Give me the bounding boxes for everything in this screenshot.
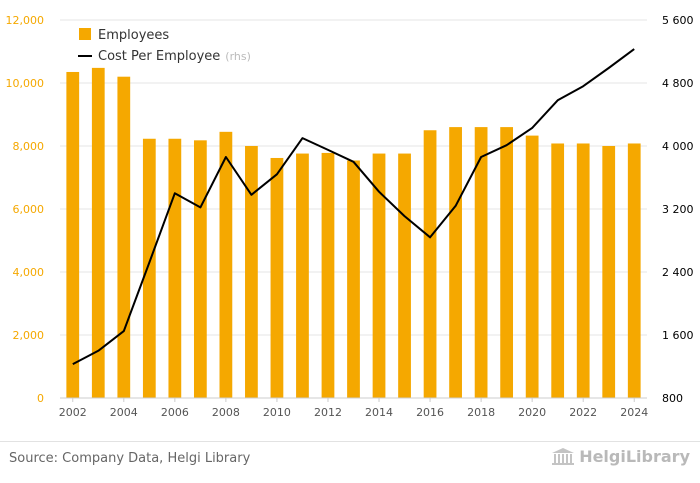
bar-2004 xyxy=(117,76,131,398)
bar-2015 xyxy=(398,153,411,398)
y-left-tick-label: 0 xyxy=(37,392,44,405)
legend-label-cost-suffix: (rhs) xyxy=(225,50,251,63)
footer-divider xyxy=(0,441,700,442)
x-tick-label: 2018 xyxy=(467,406,495,419)
y-right-tick-label: 2 400 xyxy=(662,266,694,279)
line-series xyxy=(72,48,635,365)
bar-2021 xyxy=(551,143,565,398)
bar-2024 xyxy=(627,143,641,398)
bar-2019 xyxy=(500,127,514,398)
y-right-tick-label: 5 600 xyxy=(662,14,694,27)
legend-label-cost: Cost Per Employee (rhs) xyxy=(98,49,251,64)
bar-2009 xyxy=(245,146,258,398)
legend: Employees Cost Per Employee (rhs) xyxy=(78,28,251,64)
x-tick-label: 2020 xyxy=(518,406,546,419)
x-tick-label: 2016 xyxy=(416,406,444,419)
y-left-tick-label: 10,000 xyxy=(6,77,45,90)
y-axis-left: 0 2,000 4,000 6,000 8,000 10,000 12,000 xyxy=(6,14,45,405)
bar-2012 xyxy=(321,152,335,398)
x-tick-label: 2012 xyxy=(314,406,342,419)
bar-2016 xyxy=(423,130,437,398)
bar-2011 xyxy=(296,153,309,398)
y-left-tick-label: 4,000 xyxy=(13,266,45,279)
bar-2023 xyxy=(602,146,616,398)
cost-per-employee-line xyxy=(72,48,635,365)
y-axis-right: 800 1 600 2 400 3 200 4 000 4 800 5 600 xyxy=(662,14,694,405)
x-tick-label: 2008 xyxy=(212,406,240,419)
bar-2013 xyxy=(347,160,360,398)
legend-swatch-employees xyxy=(79,28,91,40)
logo-text: HelgiLibrary xyxy=(579,447,690,466)
x-tick-label: 2006 xyxy=(161,406,189,419)
bar-2022 xyxy=(576,143,590,398)
y-right-tick-label: 4 800 xyxy=(662,77,694,90)
bar-2006 xyxy=(168,138,182,398)
x-tick-label: 2022 xyxy=(569,406,597,419)
x-tick-label: 2004 xyxy=(110,406,138,419)
bars xyxy=(66,67,641,399)
bar-2005 xyxy=(142,138,156,398)
x-tick-label: 2002 xyxy=(59,406,87,419)
bar-2020 xyxy=(525,135,539,399)
bar-2008 xyxy=(219,131,233,398)
x-tick-label: 2014 xyxy=(365,406,393,419)
bar-2014 xyxy=(372,153,386,398)
helgi-library-logo: HelgiLibrary xyxy=(551,447,690,466)
bar-2002 xyxy=(66,71,80,398)
legend-label-employees: Employees xyxy=(98,28,169,43)
y-right-tick-label: 800 xyxy=(662,392,683,405)
y-left-tick-label: 6,000 xyxy=(13,203,45,216)
chart: 0 2,000 4,000 6,000 8,000 10,000 12,000 800 1 6… xyxy=(6,14,694,419)
bar-2018 xyxy=(474,127,488,398)
library-building-icon xyxy=(552,447,575,465)
y-right-tick-label: 1 600 xyxy=(662,329,694,342)
y-right-tick-label: 4 000 xyxy=(662,140,694,153)
x-tick-label: 2024 xyxy=(620,406,648,419)
x-tick-label: 2010 xyxy=(263,406,291,419)
bar-2017 xyxy=(449,127,462,398)
bar-2007 xyxy=(193,140,207,398)
y-left-tick-label: 8,000 xyxy=(13,140,45,153)
legend-label-cost-name: Cost Per Employee xyxy=(98,49,220,64)
bar-2003 xyxy=(91,67,105,398)
source-note: Source: Company Data, Helgi Library xyxy=(9,451,251,466)
x-axis: 2002 2004 2006 2008 2010 2012 2014 2016 2018 2020… xyxy=(59,397,648,419)
y-right-tick-label: 3 200 xyxy=(662,203,694,216)
y-left-tick-label: 2,000 xyxy=(13,329,45,342)
bar-2010 xyxy=(270,157,284,398)
y-left-tick-label: 12,000 xyxy=(6,14,45,27)
